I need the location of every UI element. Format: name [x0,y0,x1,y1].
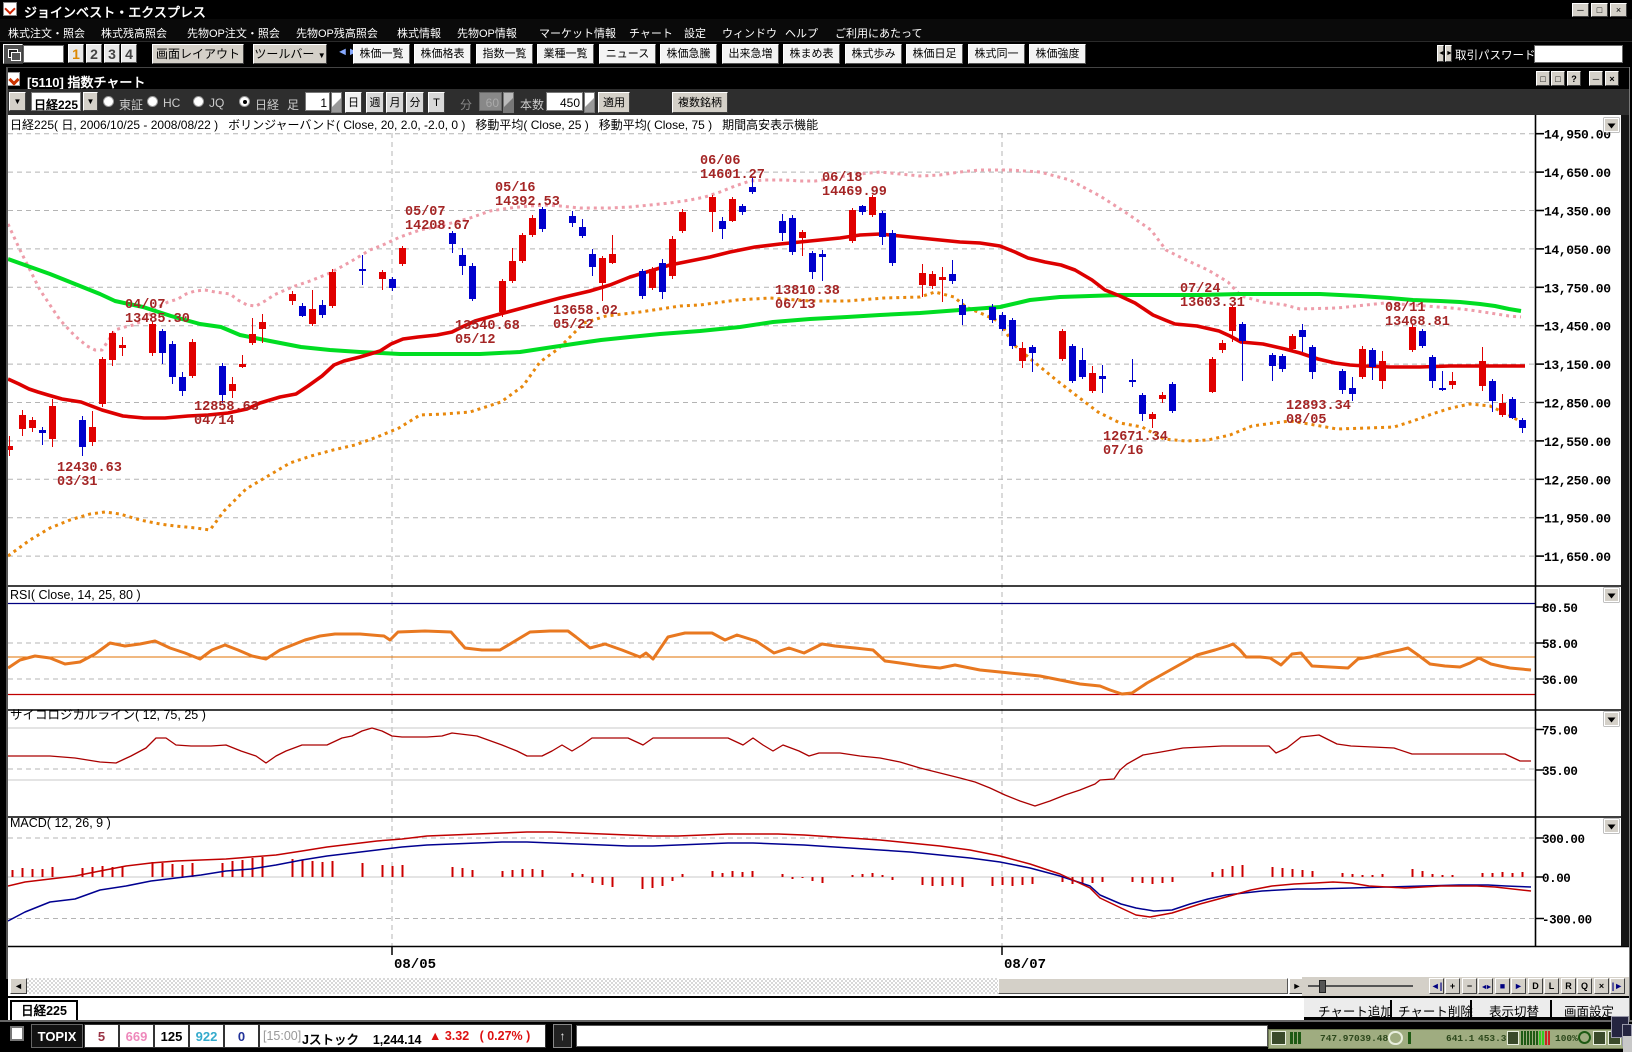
svg-text:12,550.00: 12,550.00 [1544,435,1611,450]
svg-text:300.00: 300.00 [1542,833,1585,847]
svg-text:07/16: 07/16 [1103,444,1144,459]
svg-text:-300.00: -300.00 [1542,914,1592,928]
svg-text:14601.27: 14601.27 [700,168,765,183]
svg-text:14469.99: 14469.99 [822,185,887,200]
svg-text:13658.02: 13658.02 [553,304,618,319]
svg-text:13485.30: 13485.30 [125,312,190,327]
svg-text:13540.68: 13540.68 [455,319,520,334]
svg-text:06/18: 06/18 [822,171,863,186]
svg-text:75.00: 75.00 [1542,725,1578,739]
svg-text:08/05: 08/05 [394,957,436,973]
svg-text:05/12: 05/12 [455,333,496,348]
svg-text:サイコロジカルライン( 12, 75, 25 ): サイコロジカルライン( 12, 75, 25 ) [10,708,206,722]
svg-text:08/07: 08/07 [1004,957,1046,973]
svg-text:08/05: 08/05 [1286,413,1327,428]
svg-text:04/14: 04/14 [194,414,235,429]
svg-text:05/16: 05/16 [495,181,536,196]
svg-text:12671.34: 12671.34 [1103,430,1168,445]
svg-text:06/06: 06/06 [700,154,741,169]
svg-text:14,050.00: 14,050.00 [1544,243,1611,258]
svg-text:35.00: 35.00 [1542,765,1578,779]
svg-text:05/22: 05/22 [553,318,594,333]
svg-text:13468.81: 13468.81 [1385,315,1450,330]
svg-text:13,150.00: 13,150.00 [1544,358,1611,373]
svg-text:14,950.00: 14,950.00 [1544,128,1611,143]
svg-text:58.00: 58.00 [1542,638,1578,652]
svg-text:08/11: 08/11 [1385,301,1426,316]
svg-text:12893.34: 12893.34 [1286,399,1351,414]
svg-text:12,250.00: 12,250.00 [1544,473,1611,488]
svg-text:12430.63: 12430.63 [57,461,122,476]
svg-text:36.00: 36.00 [1542,674,1578,688]
svg-text:11,650.00: 11,650.00 [1544,550,1611,565]
svg-text:13,750.00: 13,750.00 [1544,281,1611,296]
svg-text:12858.63: 12858.63 [194,400,259,415]
svg-text:RSI( Close, 14, 25, 80 ): RSI( Close, 14, 25, 80 ) [10,588,141,602]
svg-text:11,950.00: 11,950.00 [1544,512,1611,527]
svg-text:12,850.00: 12,850.00 [1544,397,1611,412]
svg-text:80.50: 80.50 [1542,602,1578,616]
svg-text:13,450.00: 13,450.00 [1544,320,1611,335]
svg-text:0.00: 0.00 [1542,872,1570,886]
svg-text:13603.31: 13603.31 [1180,296,1245,311]
svg-text:04/07: 04/07 [125,298,166,313]
svg-text:13810.38: 13810.38 [775,284,840,299]
svg-text:06/13: 06/13 [775,298,816,313]
svg-text:14208.67: 14208.67 [405,219,470,234]
svg-text:14392.53: 14392.53 [495,195,560,210]
svg-text:07/24: 07/24 [1180,282,1221,297]
svg-text:05/07: 05/07 [405,205,446,220]
svg-text:日経225( 日, 2006/10/25 - 2008/08: 日経225( 日, 2006/10/25 - 2008/08/22 ) ボリンジ… [10,117,818,132]
svg-text:03/31: 03/31 [57,475,98,490]
svg-text:MACD( 12, 26, 9 ): MACD( 12, 26, 9 ) [10,816,111,830]
svg-text:14,350.00: 14,350.00 [1544,205,1611,220]
svg-text:14,650.00: 14,650.00 [1544,166,1611,181]
